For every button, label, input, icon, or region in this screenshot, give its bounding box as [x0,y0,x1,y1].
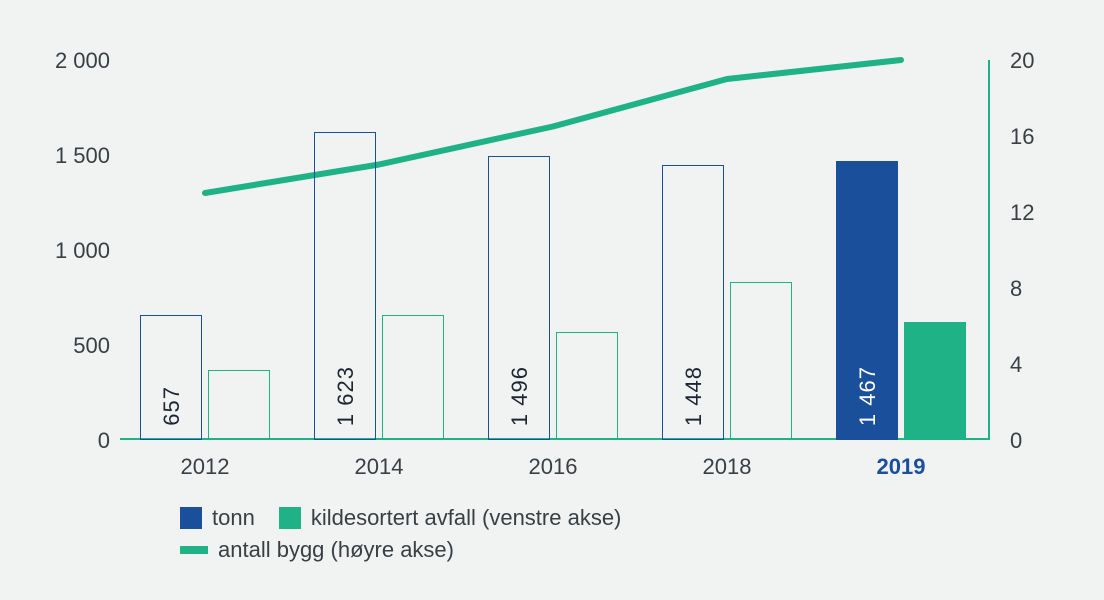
bar-kildesortert [208,370,270,440]
y-right-tick-label: 8 [1010,276,1070,302]
legend-row-1: tonn kildesortert avfall (venstre akse) [180,505,621,531]
legend-row-2: antall bygg (høyre akse) [180,537,621,563]
legend-item-kildesortert: kildesortert avfall (venstre akse) [279,505,622,531]
x-tick-label: 2016 [488,454,618,480]
legend: tonn kildesortert avfall (venstre akse) … [180,505,621,569]
square-icon [180,507,202,529]
legend-label-tonn: tonn [212,505,255,531]
x-tick-label: 2018 [662,454,792,480]
bar-value-label: 1 467 [855,366,881,426]
bar-kildesortert [730,282,792,440]
y-right-tick-label: 16 [1010,124,1070,150]
legend-item-antall-bygg: antall bygg (høyre akse) [180,537,454,563]
chart-container: 657 1 623 1 496 1 448 1 467 tonn kildesorter… [0,0,1104,600]
plot-area: 657 1 623 1 496 1 448 1 467 [120,60,990,440]
legend-label-kildesortert: kildesortert avfall (venstre akse) [311,505,622,531]
bar-kildesortert [556,332,618,440]
x-tick-label: 2014 [314,454,444,480]
bar-kildesortert [904,322,966,440]
y-left-tick-label: 1 500 [20,143,110,169]
x-tick-label: 2019 [836,454,966,480]
y-left-tick-label: 1 000 [20,238,110,264]
x-tick-label: 2012 [140,454,270,480]
y-left-tick-label: 0 [20,428,110,454]
y-left-tick-label: 500 [20,333,110,359]
square-icon [279,507,301,529]
bar-value-label: 657 [159,386,185,426]
y-right-tick-label: 12 [1010,200,1070,226]
y-right-tick-label: 0 [1010,428,1070,454]
bar-value-label: 1 496 [507,366,533,426]
y-right-tick-label: 4 [1010,352,1070,378]
y-left-tick-label: 2 000 [20,48,110,74]
legend-label-antall-bygg: antall bygg (høyre akse) [218,537,454,563]
bar-kildesortert [382,315,444,440]
y-right-tick-label: 20 [1010,48,1070,74]
legend-item-tonn: tonn [180,505,255,531]
line-icon [180,546,208,554]
bar-value-label: 1 448 [681,366,707,426]
bar-value-label: 1 623 [333,366,359,426]
